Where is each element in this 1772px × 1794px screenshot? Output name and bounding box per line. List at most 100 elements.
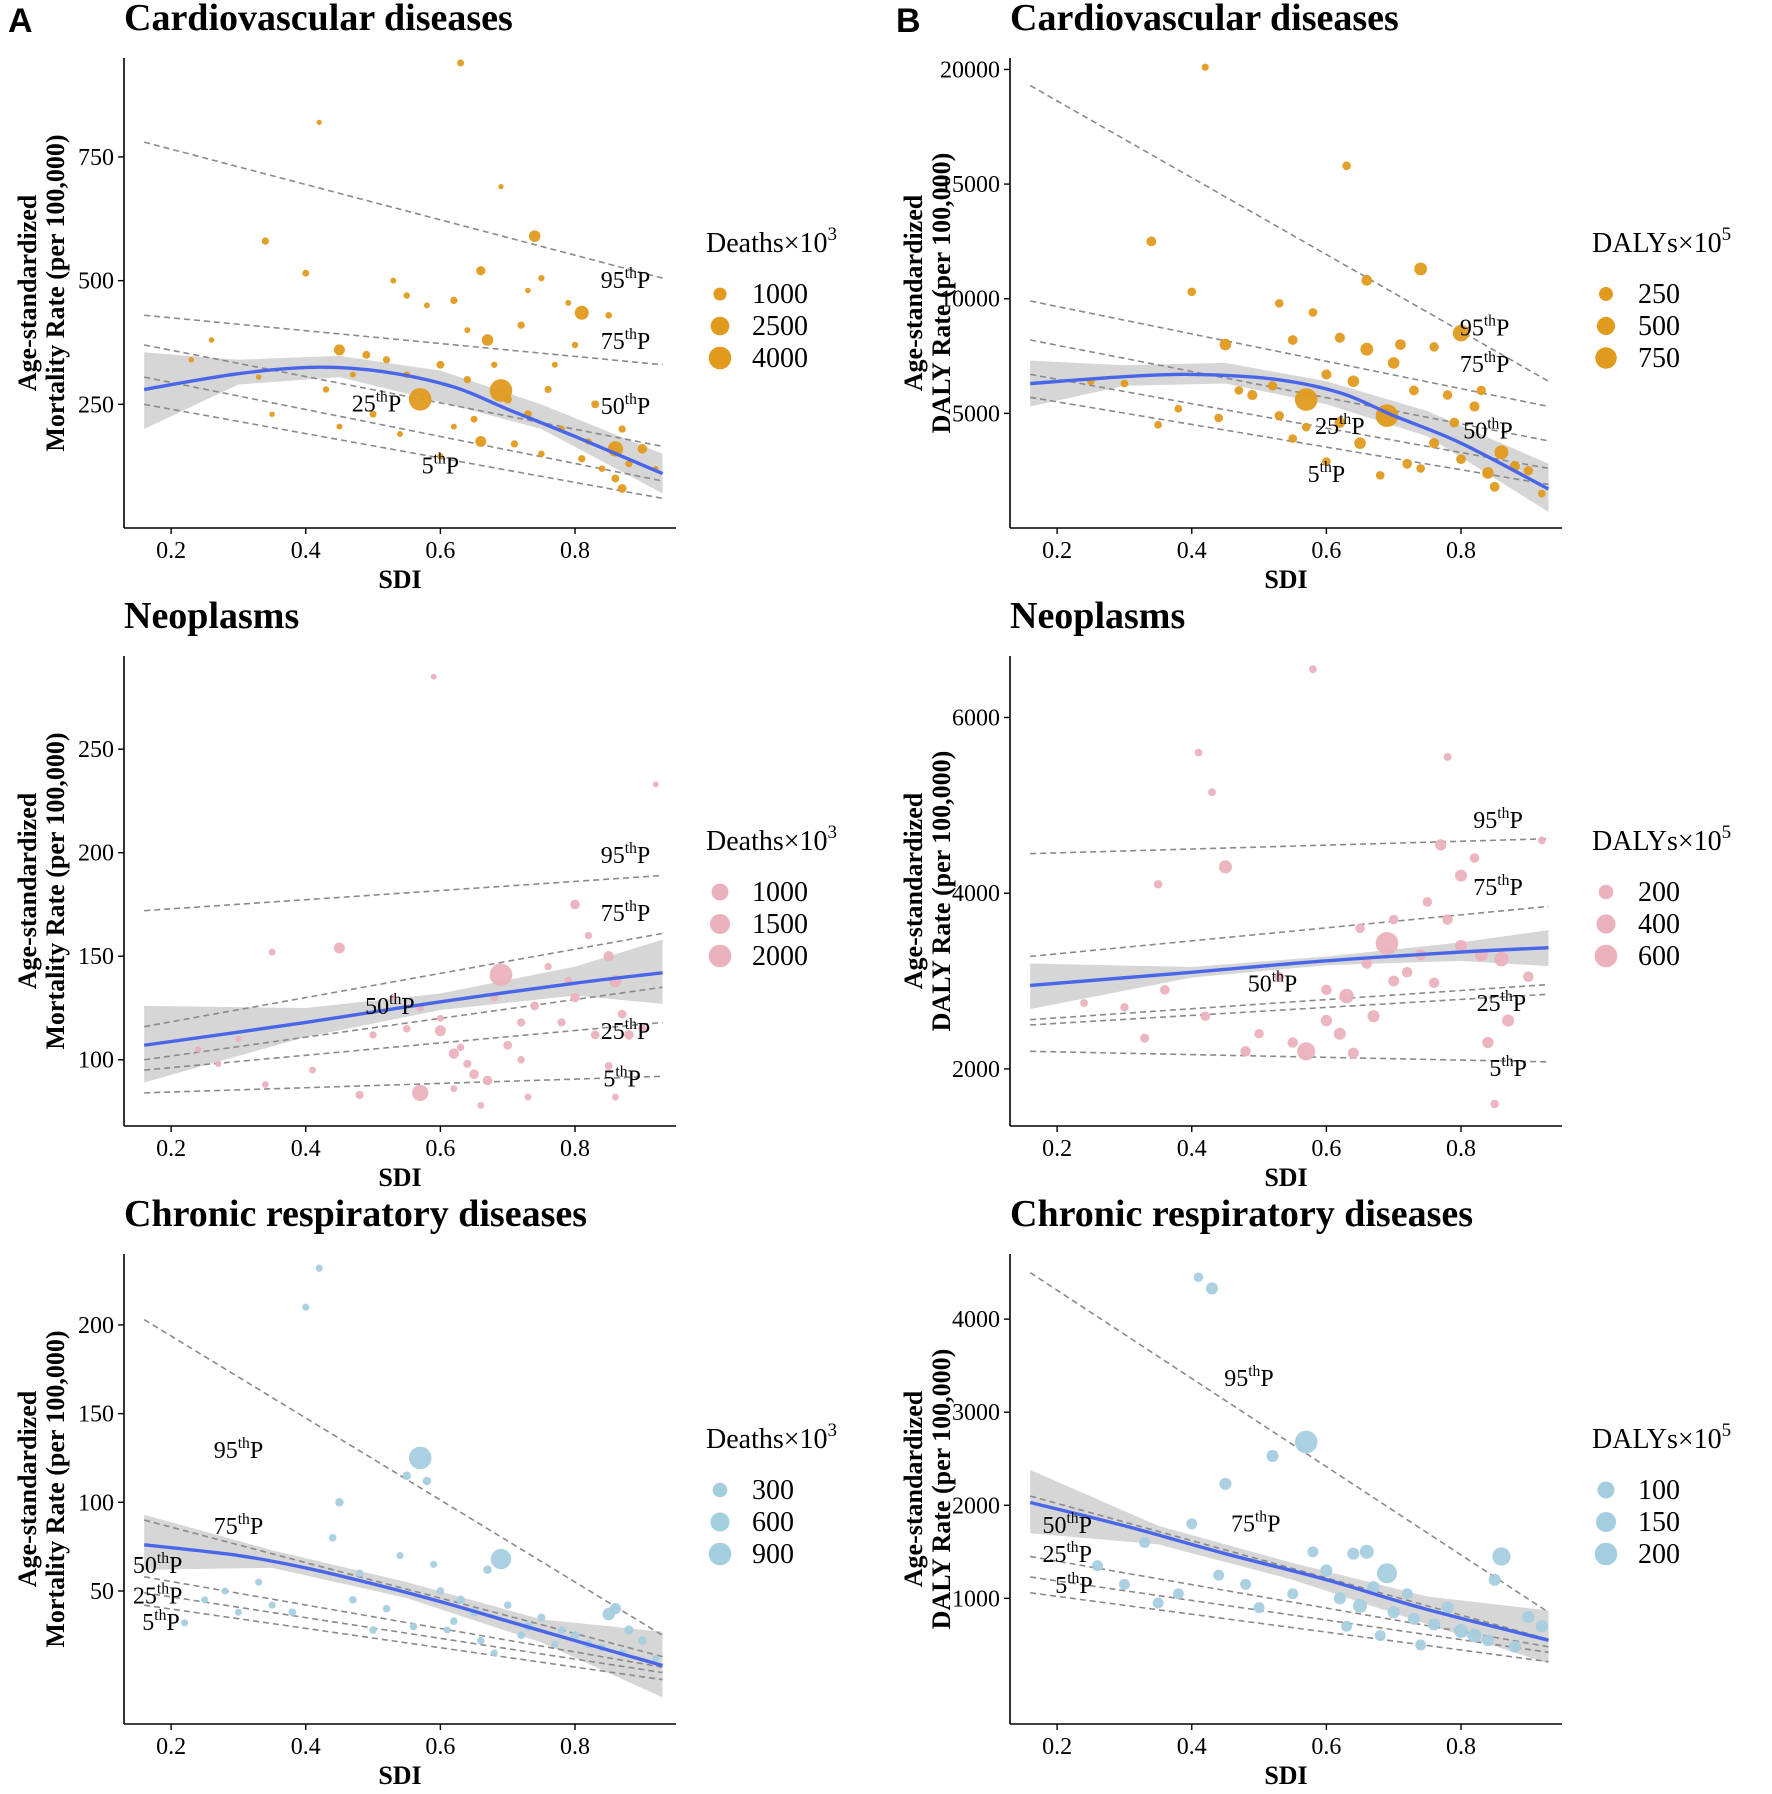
data-point bbox=[408, 1446, 432, 1470]
data-point bbox=[288, 1608, 297, 1617]
percentile-label-95: 95thP bbox=[601, 840, 651, 869]
y-tick-label: 5000 bbox=[952, 401, 1000, 427]
data-point bbox=[574, 305, 589, 320]
data-point bbox=[1320, 1014, 1333, 1027]
data-point bbox=[1139, 1537, 1151, 1548]
chart-title: Cardiovascular diseases bbox=[124, 0, 513, 39]
data-point bbox=[498, 184, 504, 190]
legend-title: DALYs×105 bbox=[1592, 224, 1731, 259]
confidence-band bbox=[144, 352, 663, 494]
data-point bbox=[557, 1018, 566, 1027]
percentile-label-5: 5thP bbox=[422, 451, 460, 480]
data-point bbox=[1489, 481, 1500, 492]
legend-marker bbox=[712, 1482, 728, 1498]
data-point bbox=[1152, 1597, 1164, 1609]
data-point bbox=[456, 1043, 465, 1052]
data-point bbox=[1234, 386, 1244, 395]
data-point bbox=[1359, 1544, 1374, 1559]
data-point bbox=[1360, 342, 1374, 356]
data-point bbox=[1322, 457, 1331, 466]
data-point bbox=[1361, 958, 1373, 969]
data-point bbox=[481, 334, 494, 346]
x-tick-label: 0.8 bbox=[560, 1734, 590, 1760]
percentile-line-25 bbox=[144, 1021, 663, 1071]
data-point bbox=[1153, 880, 1163, 889]
data-point bbox=[1347, 375, 1360, 388]
data-point bbox=[470, 415, 478, 423]
data-point bbox=[1274, 971, 1285, 982]
data-point bbox=[402, 1024, 411, 1033]
percentile-line-25 bbox=[144, 376, 663, 482]
data-point bbox=[1409, 385, 1419, 396]
data-point bbox=[1375, 931, 1399, 955]
y-tick-label: 10000 bbox=[940, 287, 1000, 313]
y-tick-label: 2000 bbox=[952, 1493, 1000, 1519]
data-point bbox=[1218, 860, 1232, 874]
percentile-label-95: 95thP bbox=[601, 265, 651, 294]
data-point bbox=[448, 1048, 460, 1059]
legend-label: 4000 bbox=[752, 343, 808, 374]
legend-marker bbox=[711, 883, 729, 901]
data-point bbox=[457, 59, 465, 67]
data-point bbox=[1442, 914, 1453, 925]
y-tick-label: 500 bbox=[78, 269, 114, 295]
percentile-line-5 bbox=[144, 1075, 663, 1094]
chart-b-respiratory-daly: Chronic respiratory diseases 95thP 75thP 50… bbox=[886, 1193, 1772, 1794]
data-point bbox=[503, 1601, 512, 1609]
data-point bbox=[517, 1018, 526, 1027]
data-point bbox=[382, 356, 391, 364]
chart-title: Neoplasms bbox=[1010, 595, 1185, 637]
data-point bbox=[510, 440, 519, 448]
legend-label: 1000 bbox=[752, 279, 808, 310]
data-point bbox=[261, 237, 270, 245]
data-point bbox=[551, 361, 558, 368]
legend-label: 400 bbox=[1638, 909, 1680, 940]
data-point bbox=[437, 453, 444, 460]
data-point bbox=[255, 374, 262, 380]
legend-label: 100 bbox=[1638, 1475, 1680, 1506]
data-point bbox=[322, 386, 330, 393]
data-point bbox=[652, 781, 659, 788]
data-point bbox=[1494, 445, 1509, 460]
y-axis-label: Age-standardizedDALY Rate (per 100,000) bbox=[899, 153, 956, 434]
data-point bbox=[1387, 357, 1400, 369]
legend-marker bbox=[1598, 884, 1614, 900]
chart-svg-b1: Cardiovascular diseases 95thP 75thP 50thP 25… bbox=[899, 0, 1731, 594]
data-point bbox=[1208, 788, 1216, 797]
data-point bbox=[1388, 975, 1400, 987]
chart-title: Chronic respiratory diseases bbox=[124, 1193, 587, 1235]
data-point bbox=[584, 931, 593, 940]
percentile-label-5: 5thP bbox=[1489, 1053, 1527, 1082]
legend-label: 500 bbox=[1638, 311, 1680, 342]
data-point bbox=[397, 431, 403, 437]
data-point bbox=[463, 375, 471, 384]
percentile-line-75 bbox=[1030, 905, 1549, 958]
data-point bbox=[1146, 236, 1157, 247]
data-point bbox=[302, 269, 310, 277]
data-point bbox=[1294, 388, 1318, 411]
legend-label: 150 bbox=[1638, 1507, 1680, 1538]
chart-a-cardiovascular-mortality: Cardiovascular diseases 95thP 75thP 50thP 25… bbox=[0, 0, 886, 598]
data-point bbox=[476, 266, 486, 276]
data-point bbox=[1200, 1011, 1211, 1021]
legend-label: 900 bbox=[752, 1539, 794, 1570]
data-point bbox=[403, 292, 410, 299]
trend-line bbox=[143, 365, 664, 476]
percentile-line-50 bbox=[1030, 1555, 1549, 1648]
data-point bbox=[624, 1625, 634, 1635]
percentile-line-25 bbox=[1030, 1576, 1549, 1654]
percentile-label-75: 75thP bbox=[601, 326, 651, 355]
x-axis-label: SDI bbox=[1264, 565, 1307, 594]
data-point bbox=[1414, 262, 1428, 276]
data-point bbox=[1213, 1569, 1225, 1581]
percentile-line-5 bbox=[1030, 1050, 1549, 1063]
percentile-label-25: 25thP bbox=[133, 1580, 183, 1609]
percentile-line-75 bbox=[1030, 300, 1549, 408]
y-tick-label: 1000 bbox=[952, 1586, 1000, 1612]
data-point bbox=[652, 1654, 660, 1662]
chart-svg-a2: Neoplasms 95thP 75thP 50thP 25thP 5thP 0.2 0.4 0… bbox=[13, 595, 837, 1192]
data-point bbox=[194, 1046, 202, 1053]
percentile-line-75 bbox=[144, 314, 663, 366]
data-point bbox=[408, 388, 432, 411]
data-point bbox=[1361, 275, 1373, 286]
